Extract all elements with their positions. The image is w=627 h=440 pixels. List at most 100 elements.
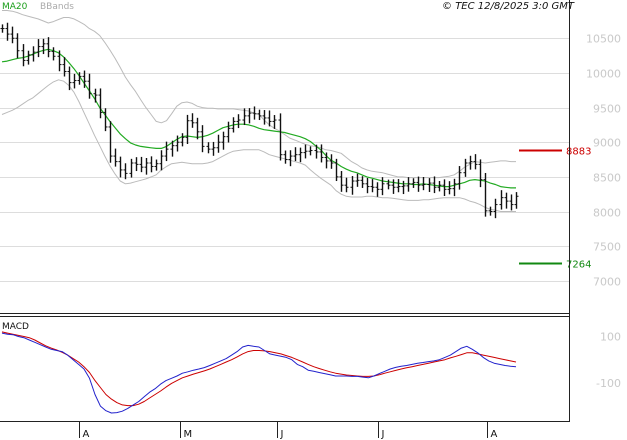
x-tick-label: M — [184, 429, 193, 440]
price-bar — [350, 176, 355, 195]
price-bar — [380, 177, 385, 196]
price-bar — [334, 158, 339, 182]
price-bar — [36, 39, 41, 58]
price-bar — [365, 177, 370, 194]
macd-y-tick-label: -100 — [596, 377, 621, 390]
price-bar — [344, 177, 349, 193]
price-bar — [252, 106, 257, 120]
price-bar — [57, 50, 62, 72]
price-bar — [370, 179, 375, 193]
price-bar — [46, 37, 51, 58]
ma20-legend: MA20 — [2, 2, 28, 12]
price-bar — [262, 110, 267, 125]
x-tick-label: A — [491, 429, 498, 440]
price-bar — [118, 156, 123, 178]
price-axis-ticks: 7000 7500 8000 8500 9000 9500 10000 10500 — [586, 33, 621, 289]
macd-y-tick-label: 100 — [600, 331, 621, 344]
price-bar — [303, 144, 308, 159]
y-tick-label: 7000 — [593, 276, 621, 289]
price-bar — [355, 173, 360, 187]
price-bar — [200, 125, 205, 153]
macd-axis-ticks: 100 -100 — [596, 331, 621, 390]
price-bar — [499, 190, 504, 210]
price-bar — [360, 176, 365, 188]
price-bar — [339, 171, 344, 192]
price-bar — [416, 176, 421, 192]
price-bar — [272, 115, 277, 129]
price-bar — [82, 70, 87, 88]
price-bar — [51, 47, 56, 61]
y-tick-label: 7500 — [593, 241, 621, 254]
price-bar — [108, 121, 113, 163]
price-bar — [154, 159, 159, 171]
price-bar — [447, 181, 452, 195]
price-bar — [72, 73, 77, 89]
price-bar — [483, 172, 488, 217]
price-levels: 8883 7264 — [519, 147, 591, 271]
price-bar — [149, 156, 154, 173]
price-bar — [93, 88, 98, 103]
price-bar — [211, 141, 216, 156]
price-bar — [432, 176, 437, 194]
price-bar — [278, 113, 283, 161]
y-tick-label: 10500 — [586, 33, 621, 46]
price-bar — [123, 163, 128, 180]
ma20-series — [1, 48, 516, 189]
price-bar — [293, 147, 298, 162]
price-bar — [242, 108, 247, 126]
price-bar — [391, 179, 396, 194]
price-bar — [396, 179, 401, 193]
price-bar — [164, 141, 169, 162]
price-bar — [509, 194, 514, 211]
bbands-legend: BBands — [40, 2, 74, 12]
price-bar — [478, 159, 483, 188]
price-bar — [87, 73, 92, 99]
price-bar — [134, 157, 139, 172]
macd-line — [1, 332, 517, 414]
support-level-label: 7264 — [566, 260, 591, 271]
price-bar — [493, 198, 498, 219]
y-tick-label: 8500 — [593, 172, 621, 185]
x-tick-label: J — [280, 429, 284, 440]
y-tick-label: 8000 — [593, 207, 621, 220]
price-bar — [386, 179, 391, 190]
price-bar — [283, 150, 288, 164]
price-bar — [314, 144, 319, 159]
price-bar — [41, 38, 46, 55]
price-bar — [206, 142, 211, 154]
price-bar — [190, 113, 195, 128]
price-bar — [144, 158, 149, 175]
macd-series — [1, 331, 517, 414]
price-bar — [288, 150, 293, 167]
timestamp-label: © TEC 12/8/2025 3:0 GMT — [442, 1, 575, 12]
price-bar — [5, 22, 10, 41]
price-bar — [375, 182, 380, 197]
price-bar — [267, 110, 272, 127]
price-bar — [62, 57, 67, 77]
bbands-lower-line — [1, 79, 516, 212]
price-bar — [21, 44, 26, 67]
price-bar — [15, 33, 20, 59]
price-bar — [185, 114, 190, 145]
price-bar — [257, 109, 262, 121]
price-bar — [31, 46, 36, 62]
ma20-line — [1, 48, 516, 189]
price-bar — [473, 154, 478, 170]
price-bar — [236, 114, 241, 129]
price-bar — [231, 117, 236, 133]
price-bar — [442, 179, 447, 196]
price-bar — [98, 88, 103, 119]
macd-panel-title: MACD — [2, 322, 29, 332]
price-bar — [514, 192, 519, 209]
price-bar — [298, 147, 303, 163]
price-bar — [159, 150, 164, 171]
price-bar — [427, 178, 432, 192]
price-bar — [0, 24, 5, 33]
price-bar — [421, 176, 426, 191]
price-bar — [468, 155, 473, 170]
price-gridlines — [0, 38, 569, 282]
price-bar — [195, 117, 200, 140]
price-bar — [308, 146, 313, 156]
